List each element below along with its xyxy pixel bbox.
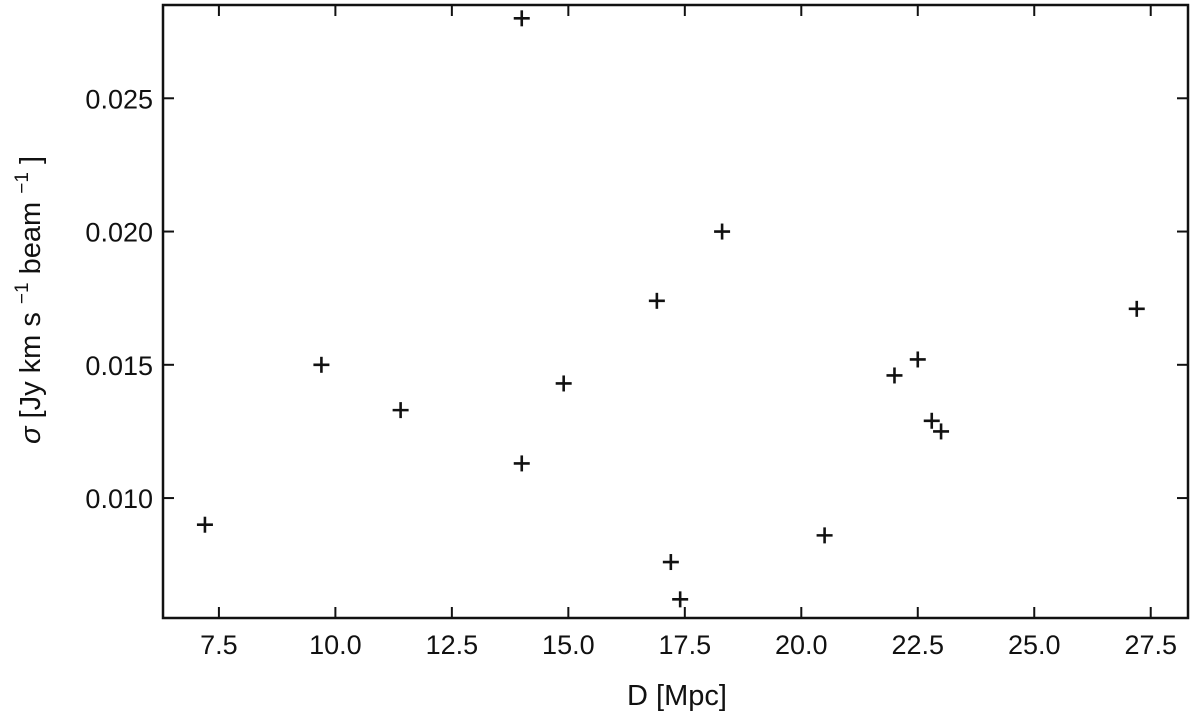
data-point [196,516,213,533]
data-point [1128,300,1145,317]
y-axis-title: σ [Jy km s −1 beam −1 ] [3,156,47,444]
data-point [662,554,679,571]
x-axis-title: D [Mpc] [627,680,727,712]
data-point [648,292,665,309]
data-point [313,356,330,373]
data-points [196,10,1145,608]
x-tick-label: 17.5 [659,630,712,660]
y-tick-label: 0.015 [85,351,153,381]
x-tick-label: 27.5 [1124,630,1177,660]
y-axis-title-close: ] [15,156,47,164]
y-axis-title-sigma: σ [15,425,47,444]
data-point [672,591,689,608]
data-point [933,423,950,440]
data-point [923,412,940,429]
y-axis-title-exp-b: −1 [12,172,33,194]
x-tick-label: 12.5 [426,630,479,660]
plot-frame [161,3,1190,620]
y-tick-label: 0.025 [85,84,153,114]
x-tick-label: 25.0 [1008,630,1061,660]
x-tick-label: 20.0 [775,630,828,660]
y-axis-title-unit-b: beam [15,202,47,275]
data-point [816,527,833,544]
y-axis-title-exp-a: −1 [12,282,33,304]
y-tick-label: 0.020 [85,218,153,248]
x-tick-label: 7.5 [200,630,238,660]
x-axis: 7.5 10.0 12.5 15.0 17.5 20.0 22.5 25.0 27.5 [200,5,1177,660]
data-point [909,351,926,368]
data-point [513,455,530,472]
data-point [513,10,530,27]
y-axis-title-unit-a: [Jy km s [15,312,47,418]
data-point [886,367,903,384]
plot-area [161,3,1190,620]
data-point [714,223,731,240]
y-tick-label: 0.010 [85,484,153,514]
y-axis: 0.010 0.015 0.020 0.025 [85,84,1188,514]
data-point [392,402,409,419]
x-tick-label: 15.0 [542,630,595,660]
x-tick-label: 10.0 [309,630,362,660]
x-tick-label: 22.5 [891,630,944,660]
data-point [555,375,572,392]
